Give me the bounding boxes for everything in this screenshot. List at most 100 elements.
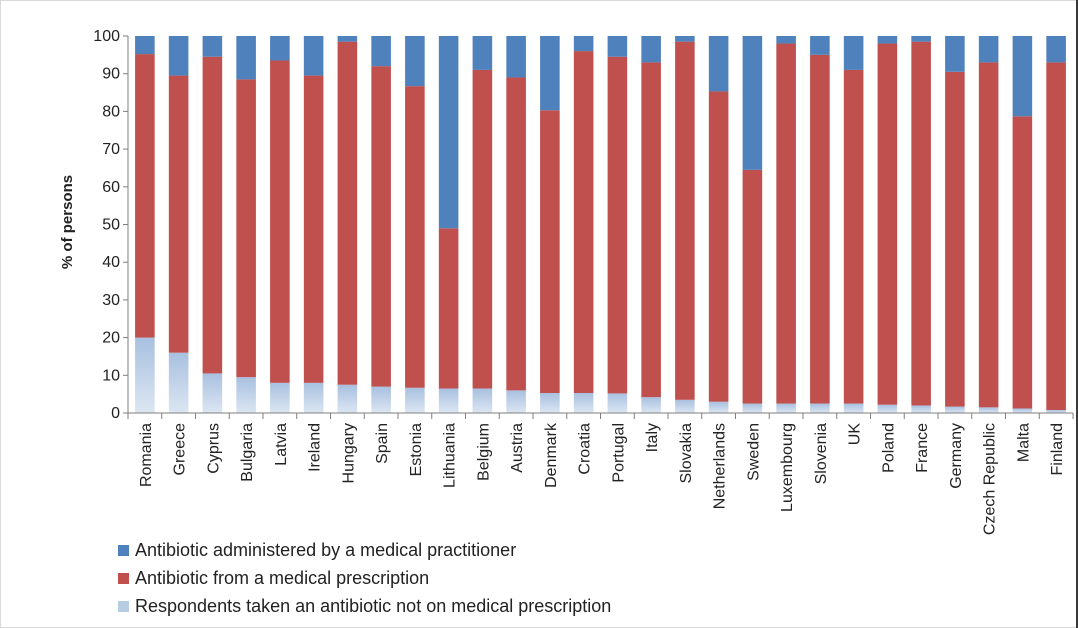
bar-segment [506,390,526,413]
bars [135,36,1066,413]
bar-segment [607,56,628,394]
x-tick-label: Italy [644,423,661,452]
x-tick-label: Cyprus [205,423,222,474]
axis-lines [127,36,1074,419]
bar-segment [405,36,425,87]
y-tick-label: 0 [111,405,120,422]
legend-label-no-prescription: Respondents taken an antibiotic not on m… [135,595,612,616]
x-tick-label: Finland [1049,423,1066,475]
bar-segment [236,377,256,413]
x-tick-label: Luxembourg [779,423,796,512]
x-tick-label: Slovenia [813,423,830,484]
bar-segment [438,388,459,413]
bar-segment [506,77,526,391]
bar-segment [978,36,999,63]
bar-segment [303,36,324,76]
bar-segment [675,41,695,400]
legend-swatch-no-prescription [118,600,129,612]
bar-segment [641,62,661,398]
y-tick-label: 100 [93,28,120,45]
bar-segment [573,51,594,394]
x-tick-label: Ireland [307,423,324,472]
bar-segment [405,387,425,413]
y-tick-label: 30 [102,292,120,309]
x-tick-label: Malta [1015,423,1032,462]
bar-segment [911,41,931,406]
bar-segment [742,36,763,170]
x-tick-label: Germany [948,423,965,489]
x-tick-label: France [914,423,931,473]
x-tick-label: Romania [138,423,155,487]
window-edge [1076,0,1078,628]
bar-segment [978,407,999,413]
bar-segment [945,36,965,72]
legend-label-prescription: Antibiotic from a medical prescription [135,567,430,588]
x-tick-label: Sweden [745,423,762,481]
bar-segment [675,399,695,413]
bar-segment [270,36,290,61]
bar-segment [371,386,391,413]
x-tick-label: Spain [374,423,391,464]
bar-segment [776,403,796,413]
bar-segment [1012,36,1033,117]
bar-segment [472,69,493,389]
bar-segment [877,36,898,44]
bar-segment [540,36,560,111]
bar-segment [877,43,898,405]
bar-segment [168,75,189,353]
bar-segment [303,75,324,383]
x-tick-label: Bulgaria [239,423,256,482]
bar-segment [371,66,391,387]
bar-segment [202,373,223,413]
x-tick-label: Croatia [577,423,594,475]
y-tick-label: 20 [102,330,120,347]
bar-segment [708,36,729,92]
y-tick-label: 70 [102,141,120,158]
bar-segment [202,36,223,57]
bar-segment [776,36,796,44]
bar-segment [641,36,661,63]
bar-segment [573,393,594,413]
legend-item: Antibiotic from a medical prescription [118,564,611,592]
x-tick-label: Greece [172,423,189,476]
legend-item: Antibiotic administered by a medical pra… [118,536,611,564]
x-tick-label: Austria [509,423,526,473]
y-tick-label: 10 [102,367,120,384]
x-axis-labels: Romania Greece Cyprus Bulgaria Latvia Ireland… [138,422,1066,535]
bar-segment [810,403,830,413]
bar-segment [607,393,628,413]
bar-segment [843,403,864,413]
legend-swatch-practitioner [118,544,129,556]
y-axis-title: % of persons [59,175,76,269]
bar-segment [337,36,358,42]
bar-segment [978,62,999,408]
x-tick-label: Lithuania [442,423,459,488]
x-tick-label: Netherlands [712,423,729,509]
x-tick-label: Portugal [610,423,627,483]
bar-segment [945,406,965,413]
bar-segment [945,71,965,407]
bar-segment [675,36,695,42]
bar-segment [776,43,796,404]
bar-segment [270,60,290,383]
bar-segment [810,36,830,55]
y-axis-title-group: % of persons [59,175,76,269]
x-tick-label: Slovakia [678,423,695,484]
bar-segment [843,69,864,404]
bar-segment [911,36,931,42]
bar-segment [708,401,729,413]
bar-segment [540,110,560,394]
y-tick-label: 80 [102,103,120,120]
bar-segment [270,382,290,413]
y-tick-label: 90 [102,66,120,83]
bar-segment [708,91,729,402]
bar-segment [1012,408,1033,413]
legend: Antibiotic administered by a medical pra… [118,536,611,620]
bar-segment [236,79,256,378]
bar-segment [168,352,189,413]
bar-segment [641,397,661,413]
bar-segment [1046,62,1066,410]
legend-swatch-prescription [118,572,129,584]
bar-segment [1046,409,1066,413]
